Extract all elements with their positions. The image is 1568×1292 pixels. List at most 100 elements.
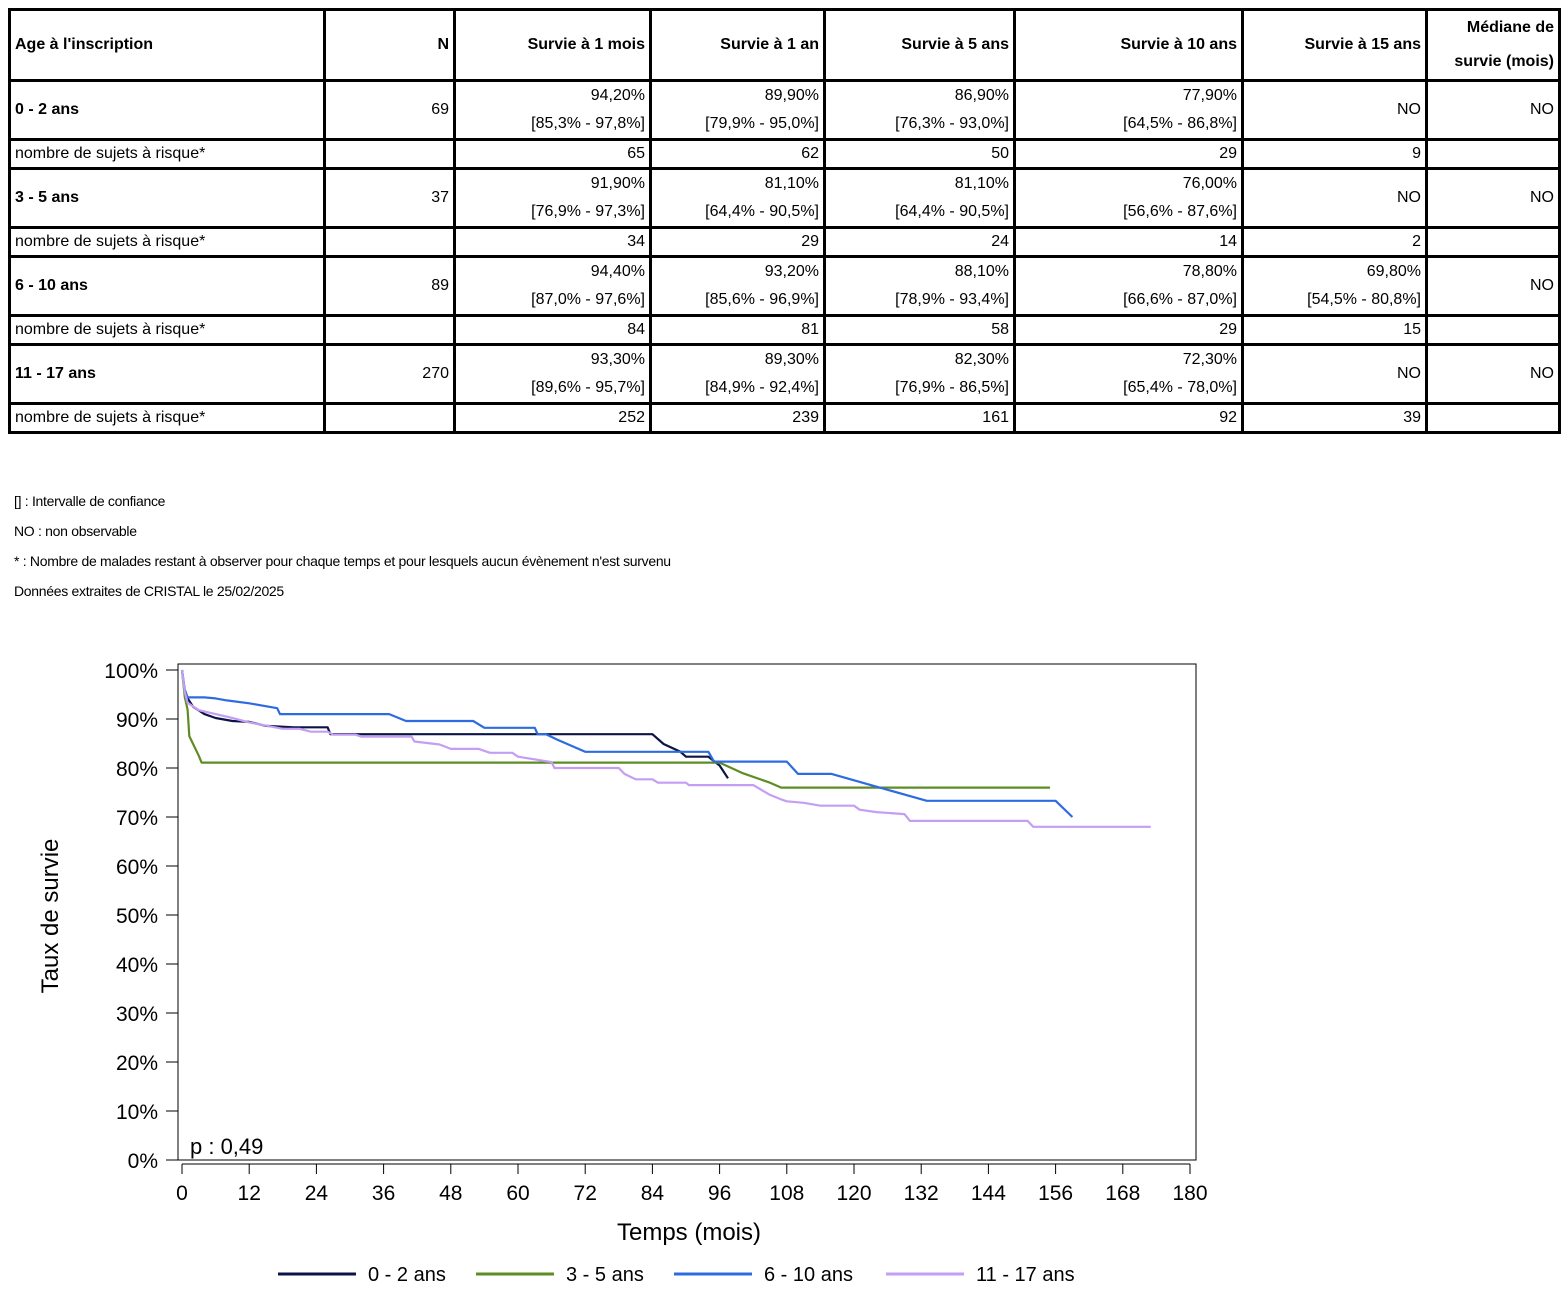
at-risk-row: nombre de sujets à risque* 84 81 58 29 15 bbox=[8, 314, 1561, 346]
survival-cell: NO bbox=[1241, 343, 1428, 405]
confidence-interval: [64,5% - 86,8%] bbox=[1123, 115, 1237, 132]
survival-cell: 94,20% [85,3% - 97,8%] bbox=[453, 79, 652, 141]
legend-label: 0 - 2 ans bbox=[368, 1264, 446, 1286]
y-tick-label: 30% bbox=[116, 1003, 158, 1026]
at-risk-label: nombre de sujets à risque* bbox=[8, 226, 326, 258]
y-tick-label: 60% bbox=[116, 856, 158, 879]
survival-cell: 82,30% [76,9% - 86,5%] bbox=[823, 343, 1016, 405]
legend-label: 3 - 5 ans bbox=[566, 1264, 644, 1286]
confidence-interval: [66,6% - 87,0%] bbox=[1123, 291, 1237, 308]
survival-cell: 88,10% [78,9% - 93,4%] bbox=[823, 255, 1016, 317]
at-risk-count: 58 bbox=[823, 314, 1016, 346]
at-risk-row: nombre de sujets à risque* 252 239 161 92 39 bbox=[8, 402, 1561, 434]
survival-value: NO bbox=[1397, 189, 1421, 206]
at-risk-count: 29 bbox=[649, 226, 826, 258]
survival-value: 72,30% bbox=[1182, 351, 1237, 368]
y-tick-label: 10% bbox=[116, 1101, 158, 1124]
header-5-years: Survie à 5 ans bbox=[823, 8, 1016, 82]
survival-cell: 69,80% [54,5% - 80,8%] bbox=[1241, 255, 1428, 317]
x-tick-label: 96 bbox=[708, 1182, 731, 1205]
survival-value: 86,90% bbox=[954, 87, 1009, 104]
note-source: Données extraites de CRISTAL le 25/02/20… bbox=[14, 583, 284, 599]
survival-value: 82,30% bbox=[954, 351, 1009, 368]
p-value-annotation: p : 0,49 bbox=[190, 1134, 263, 1159]
x-axis-title: Temps (mois) bbox=[617, 1219, 761, 1246]
table-row: 11 - 17 ans 270 93,30% [89,6% - 95,7%] 89,30… bbox=[8, 343, 1561, 405]
at-risk-count: 29 bbox=[1013, 314, 1244, 346]
y-axis-title: Taux de survie bbox=[37, 839, 64, 994]
empty-cell bbox=[323, 226, 456, 258]
header-age: Age à l'inscription bbox=[8, 8, 326, 82]
x-tick-label: 156 bbox=[1038, 1182, 1073, 1205]
empty-cell bbox=[1425, 138, 1561, 170]
at-risk-count: 39 bbox=[1241, 402, 1428, 434]
series-lines bbox=[180, 669, 1151, 828]
y-tick-label: 90% bbox=[116, 709, 158, 732]
x-axis: 0 12 24 36 48 60 72 84 96 108 120 132 144 156 168 180 bbox=[176, 1163, 1208, 1205]
confidence-interval: [87,0% - 97,6%] bbox=[531, 291, 645, 308]
survival-value: 93,20% bbox=[764, 263, 819, 280]
header-15-years: Survie à 15 ans bbox=[1241, 8, 1428, 82]
survival-cell: NO bbox=[1241, 167, 1428, 229]
at-risk-label: nombre de sujets à risque* bbox=[8, 138, 326, 170]
x-tick-label: 60 bbox=[506, 1182, 529, 1205]
table-header-row: Age à l'inscription N Survie à 1 mois Su… bbox=[8, 8, 1561, 82]
empty-cell bbox=[1425, 402, 1561, 434]
survival-cell: 91,90% [76,9% - 97,3%] bbox=[453, 167, 652, 229]
x-tick-label: 180 bbox=[1172, 1182, 1207, 1205]
at-risk-count: 34 bbox=[453, 226, 652, 258]
age-group-label: 0 - 2 ans bbox=[8, 79, 326, 141]
y-tick-label: 40% bbox=[116, 954, 158, 977]
table-row: 3 - 5 ans 37 91,90% [76,9% - 97,3%] 81,10% [6… bbox=[8, 167, 1561, 229]
n-cell: 37 bbox=[323, 167, 456, 229]
survival-cell: 81,10% [64,4% - 90,5%] bbox=[649, 167, 826, 229]
confidence-interval: [64,4% - 90,5%] bbox=[895, 203, 1009, 220]
survival-value: NO bbox=[1397, 101, 1421, 118]
median-cell: NO bbox=[1425, 167, 1561, 229]
confidence-interval: [85,3% - 97,8%] bbox=[531, 115, 645, 132]
survival-cell: 93,20% [85,6% - 96,9%] bbox=[649, 255, 826, 317]
survival-value: 81,10% bbox=[954, 175, 1009, 192]
at-risk-label: nombre de sujets à risque* bbox=[8, 314, 326, 346]
header-10-years: Survie à 10 ans bbox=[1013, 8, 1244, 82]
survival-cell: 77,90% [64,5% - 86,8%] bbox=[1013, 79, 1244, 141]
age-group-label: 3 - 5 ans bbox=[8, 167, 326, 229]
survival-cell: 89,30% [84,9% - 92,4%] bbox=[649, 343, 826, 405]
x-tick-label: 24 bbox=[305, 1182, 329, 1205]
table-row: 0 - 2 ans 69 94,20% [85,3% - 97,8%] 89,90% [7… bbox=[8, 79, 1561, 141]
confidence-interval: [65,4% - 78,0%] bbox=[1123, 379, 1237, 396]
at-risk-count: 62 bbox=[649, 138, 826, 170]
confidence-interval: [89,6% - 95,7%] bbox=[531, 379, 645, 396]
survival-curve-3 bbox=[180, 669, 1074, 818]
confidence-interval: [56,6% - 87,6%] bbox=[1123, 203, 1237, 220]
header-median: Médiane de survie (mois) bbox=[1425, 8, 1561, 82]
median-cell: NO bbox=[1425, 255, 1561, 317]
y-tick-label: 20% bbox=[116, 1052, 158, 1075]
confidence-interval: [76,3% - 93,0%] bbox=[895, 115, 1009, 132]
survival-value: 94,20% bbox=[590, 87, 645, 104]
notes: [] : Intervalle de confiance NO : non ob… bbox=[14, 488, 671, 608]
x-tick-label: 120 bbox=[836, 1182, 871, 1205]
n-cell: 270 bbox=[323, 343, 456, 405]
survival-chart: 0% 10% 20% 30% 40% 50% 60% 70% 80% 90% 100% 0 12 24 3… bbox=[37, 660, 1208, 1286]
survival-value: 89,30% bbox=[764, 351, 819, 368]
x-tick-label: 84 bbox=[641, 1182, 665, 1205]
survival-cell: 81,10% [64,4% - 90,5%] bbox=[823, 167, 1016, 229]
header-1-month: Survie à 1 mois bbox=[453, 8, 652, 82]
plot-frame bbox=[177, 663, 1197, 1161]
survival-value: 81,10% bbox=[764, 175, 819, 192]
x-tick-label: 168 bbox=[1105, 1182, 1140, 1205]
table-body: 0 - 2 ans 69 94,20% [85,3% - 97,8%] 89,90% [7… bbox=[8, 79, 1561, 434]
confidence-interval: [78,9% - 93,4%] bbox=[895, 291, 1009, 308]
confidence-interval: [76,9% - 86,5%] bbox=[895, 379, 1009, 396]
x-tick-label: 12 bbox=[238, 1182, 261, 1205]
x-tick-label: 144 bbox=[971, 1182, 1006, 1205]
y-tick-label: 50% bbox=[116, 905, 158, 928]
y-tick-label: 70% bbox=[116, 807, 158, 830]
note-no: NO : non observable bbox=[14, 523, 137, 539]
header-n: N bbox=[323, 8, 456, 82]
x-tick-label: 132 bbox=[904, 1182, 939, 1205]
empty-cell bbox=[323, 314, 456, 346]
survival-cell: 86,90% [76,3% - 93,0%] bbox=[823, 79, 1016, 141]
age-group-label: 6 - 10 ans bbox=[8, 255, 326, 317]
